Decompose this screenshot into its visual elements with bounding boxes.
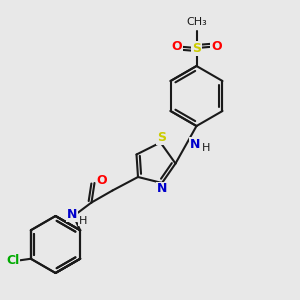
Text: CH₃: CH₃ [186,17,207,28]
Text: Cl: Cl [6,254,20,267]
Text: O: O [171,40,182,53]
Text: N: N [67,208,77,221]
Text: N: N [190,138,200,151]
Text: S: S [192,41,201,55]
Text: H: H [79,215,87,226]
Text: H: H [202,143,211,153]
Text: S: S [158,130,166,144]
Text: N: N [157,182,167,196]
Text: O: O [211,40,222,53]
Text: O: O [97,173,107,187]
